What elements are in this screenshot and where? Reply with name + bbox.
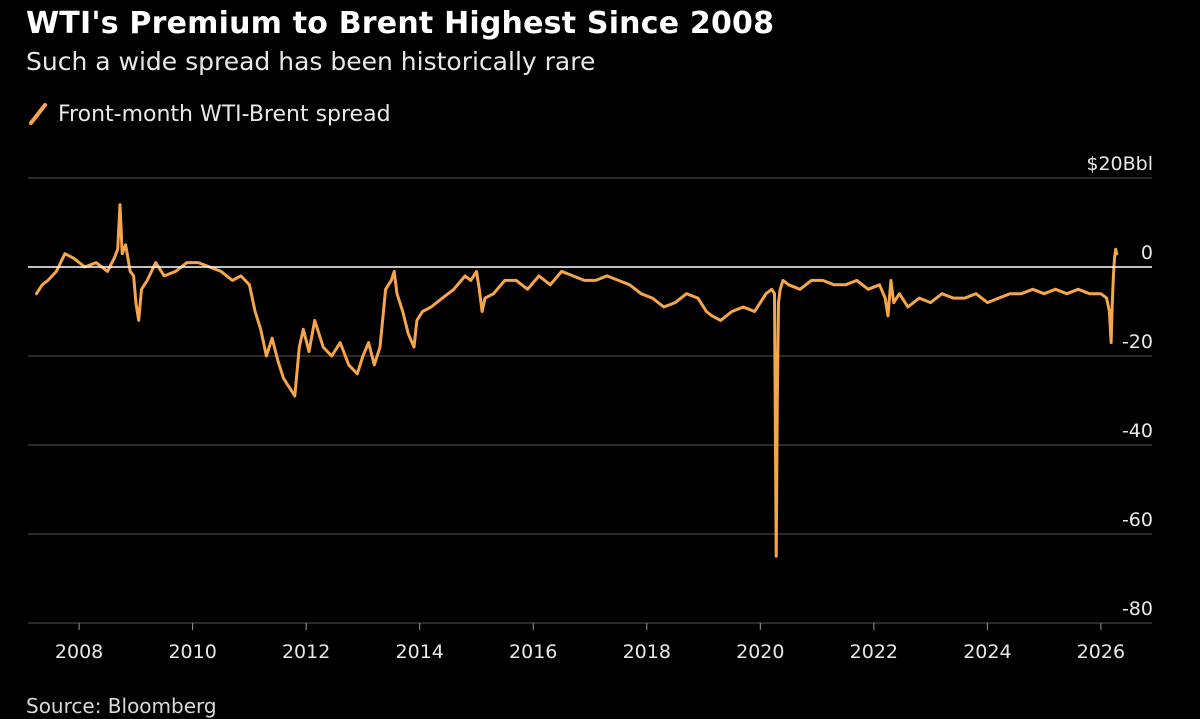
x-tick-label: 2018 [623,641,671,663]
legend: Front-month WTI-Brent spread [28,100,391,128]
legend-label: Front-month WTI-Brent spread [58,101,391,127]
y-tick-label: 0 [1141,242,1153,264]
source-note: Source: Bloomberg [26,694,217,718]
x-tick-label: 2010 [168,641,216,663]
y-tick-label: -20 [1122,331,1153,353]
x-tick-label: 2022 [850,641,898,663]
x-tick-label: 2026 [1077,641,1125,663]
legend-swatch-icon [29,103,47,125]
x-tick-label: 2014 [396,641,444,663]
chart-subtitle: Such a wide spread has been historically… [26,47,596,76]
y-tick-label: -40 [1122,420,1153,442]
series-layer [35,203,1119,558]
y-tick-label: $20Bbl [1086,153,1153,175]
x-tick-label: 2012 [282,641,330,663]
grid-lines [28,177,1152,624]
x-tick-label: 2020 [736,641,784,663]
y-tick-label: -80 [1122,598,1153,620]
chart-title: WTI's Premium to Brent Highest Since 200… [26,6,775,41]
x-tick-label: 2008 [55,641,103,663]
x-axis-ticks: 2008 2010 2012 2014 2016 2018 2020 2022 2024 2026 [55,623,1125,663]
y-axis-ticks: $20Bbl 0 -20 -40 -60 -80 [1086,153,1153,620]
x-tick-label: 2016 [509,641,557,663]
series-line-0 [35,203,1119,558]
y-tick-label: -60 [1122,509,1153,531]
x-tick-label: 2024 [963,641,1011,663]
